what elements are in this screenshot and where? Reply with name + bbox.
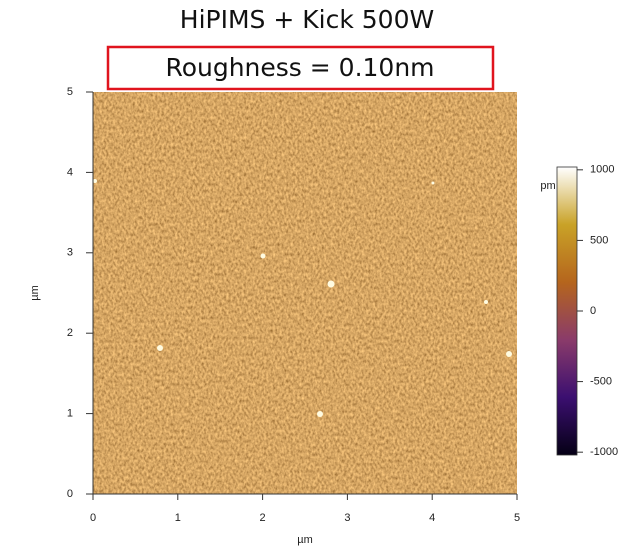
colorbar-label: pm (540, 180, 555, 192)
afm-image (93, 92, 517, 494)
annotation: Roughness = 0.10nm (165, 53, 434, 82)
x-tick-label: 4 (429, 512, 435, 524)
x-tick-label: 5 (514, 512, 520, 524)
colorbar (556, 166, 578, 456)
colorbar-tick-label: 500 (590, 234, 608, 246)
colorbar-tick-label: 0 (590, 305, 596, 317)
chart-title: HiPIMS + Kick 500W (180, 5, 434, 34)
x-tick-label: 0 (90, 512, 96, 524)
y-tick-label: 5 (67, 86, 73, 98)
particles (93, 179, 512, 417)
y-tick-label: 0 (67, 488, 73, 500)
y-tick-label: 3 (67, 247, 73, 259)
y-axis-label: µm (29, 285, 41, 301)
annotation-box (106, 45, 495, 91)
colorbar-tick-label: -500 (590, 375, 612, 387)
x-tick-label: 2 (260, 512, 266, 524)
x-axis-label: µm (297, 534, 313, 546)
y-tick-label: 1 (67, 408, 73, 420)
y-tick-label: 4 (67, 166, 73, 178)
x-tick-label: 1 (175, 512, 181, 524)
y-tick-label: 2 (67, 327, 73, 339)
colorbar-tick-label: 1000 (590, 164, 614, 176)
colorbar-tick-label: -1000 (590, 446, 618, 458)
x-tick-label: 3 (344, 512, 350, 524)
